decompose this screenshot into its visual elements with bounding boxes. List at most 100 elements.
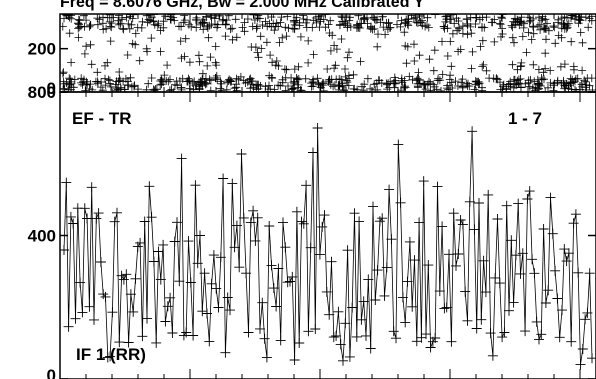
phase-point	[513, 65, 522, 74]
amplitude-point	[61, 177, 72, 188]
amplitude-point	[559, 244, 570, 255]
amplitude-point	[248, 205, 259, 216]
amplitude-point	[580, 314, 591, 325]
amplitude-point	[494, 278, 505, 289]
phase-point	[65, 29, 74, 38]
amplitude-point	[444, 249, 454, 260]
amplitude-point	[434, 286, 445, 297]
phase-point	[99, 14, 107, 22]
amplitude-point	[118, 274, 129, 285]
phase-point	[429, 66, 438, 75]
phase-point	[238, 23, 247, 32]
amplitude-point	[400, 317, 411, 328]
amplitude-point	[139, 216, 150, 227]
amplitude-point	[236, 149, 247, 159]
amplitude-point	[331, 330, 342, 341]
phase-point	[293, 75, 302, 84]
amplitude-point	[65, 211, 76, 222]
phase-y-axis: 0 200	[28, 14, 596, 98]
phase-point	[566, 79, 575, 88]
amplitude-point	[425, 342, 436, 353]
amplitude-point	[98, 289, 109, 300]
phase-point	[525, 17, 534, 26]
phase-point	[354, 14, 363, 20]
phase-point	[222, 16, 231, 25]
phase-point	[256, 32, 265, 41]
phase-point	[496, 20, 505, 29]
phase-point	[156, 47, 165, 56]
plot-title: Freq = 8.6076 GHz, Bw = 2.000 MHz Calibr…	[60, 0, 425, 11]
phase-point	[114, 16, 123, 25]
phase-point	[550, 23, 559, 32]
phase-point	[452, 14, 461, 23]
phase-point	[529, 60, 538, 69]
phase-series	[60, 14, 596, 92]
phase-point	[105, 17, 114, 26]
amplitude-point	[257, 297, 268, 308]
phase-point	[478, 62, 487, 71]
phase-point	[126, 73, 135, 82]
phase-point	[175, 77, 184, 86]
phase-point	[337, 14, 346, 21]
phase-point	[124, 19, 133, 28]
amplitude-point	[510, 250, 521, 261]
amplitude-point	[335, 339, 346, 350]
phase-point	[573, 74, 582, 83]
phase-point	[241, 79, 250, 87]
amplitude-point	[60, 245, 69, 255]
phase-point	[221, 32, 230, 41]
phase-point	[146, 16, 154, 25]
phase-point	[163, 61, 172, 70]
phase-point	[492, 75, 501, 84]
amplitude-point	[192, 258, 203, 269]
phase-point	[142, 44, 151, 53]
phase-point	[119, 24, 127, 33]
phase-point	[253, 22, 262, 31]
amplitude-point	[218, 173, 229, 184]
amplitude-point	[70, 313, 81, 324]
amplitude-point	[356, 314, 367, 325]
amplitude-point	[137, 331, 148, 342]
phase-point	[309, 78, 318, 87]
phase-point	[540, 75, 548, 84]
y-tick-label: 0	[47, 79, 56, 98]
phase-point	[444, 85, 453, 92]
phase-point	[301, 74, 310, 83]
phase-point	[458, 75, 467, 84]
phase-point	[268, 58, 277, 67]
amplitude-point	[384, 184, 395, 195]
amplitude-point	[377, 213, 388, 224]
phase-point	[280, 65, 289, 74]
phase-point	[510, 14, 519, 23]
amplitude-point	[577, 344, 588, 354]
phase-point	[149, 17, 158, 25]
phase-point	[580, 76, 589, 85]
phase-point	[400, 28, 409, 37]
phase-point	[166, 15, 175, 24]
amplitude-point	[199, 268, 210, 279]
phase-point	[228, 35, 237, 44]
amplitude-point	[82, 213, 93, 224]
phase-point	[275, 38, 284, 47]
amplitude-point	[144, 181, 155, 192]
phase-point	[249, 14, 258, 19]
amplitude-point	[291, 206, 302, 217]
phase-point	[67, 14, 76, 20]
amplitude-point	[172, 217, 182, 228]
phase-point	[253, 80, 262, 89]
phase-point	[371, 85, 380, 92]
phase-point	[258, 21, 267, 29]
phase-point	[189, 85, 198, 92]
amplitude-point	[421, 329, 431, 340]
amplitude-point	[202, 308, 212, 319]
amplitude-point	[282, 277, 293, 288]
phase-point	[379, 23, 388, 32]
phase-point	[415, 14, 424, 21]
phase-point	[420, 80, 429, 89]
amplitude-point	[446, 336, 457, 347]
phase-point	[359, 15, 368, 24]
phase-point	[201, 74, 210, 83]
phase-point	[218, 16, 227, 25]
phase-point	[114, 20, 123, 29]
phase-point	[226, 76, 235, 85]
